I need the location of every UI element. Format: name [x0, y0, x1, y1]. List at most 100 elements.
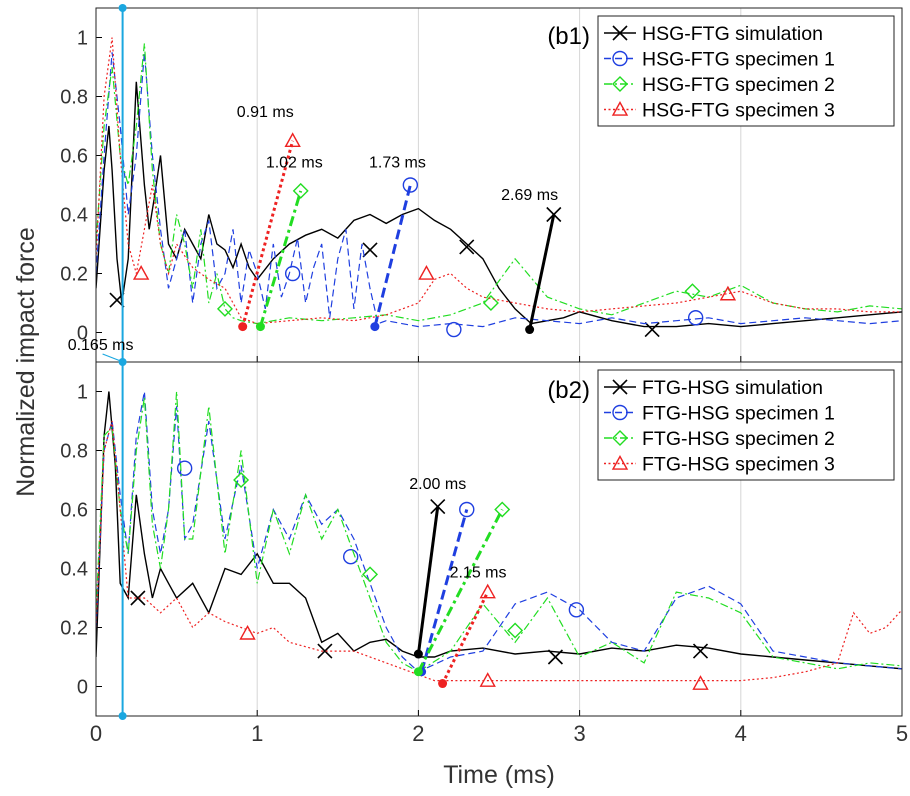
y-tick-label: 0.8 [60, 87, 88, 109]
annotation-marker [292, 182, 309, 199]
annotation-marker [479, 583, 496, 599]
legend-label: HSG-FTG specimen 1 [642, 49, 835, 71]
annotation-dot [255, 322, 265, 332]
legend-label: FTG-HSG specimen 3 [642, 454, 835, 476]
series-marker-2 [687, 310, 704, 326]
plot-content [96, 37, 902, 338]
series-line-2 [96, 52, 902, 328]
annotation-3 [413, 501, 511, 677]
annotation-marker [494, 501, 511, 518]
annotation-4: 2.15 ms [438, 564, 507, 689]
annotation-label: 2.15 ms [450, 564, 507, 581]
series-marker-1-b [362, 242, 378, 258]
series-marker-1 [130, 590, 146, 606]
series-marker-3 [507, 622, 524, 639]
y-tick-label: 0.4 [60, 205, 88, 227]
annotation-line [417, 508, 504, 673]
annotation-label: 2.69 ms [501, 187, 558, 204]
y-tick-label: 1 [77, 28, 88, 50]
series-marker-4 [719, 285, 737, 301]
series-marker-1-b [130, 590, 146, 606]
annotation-marker [402, 177, 419, 193]
plot-content [96, 391, 902, 690]
annotation-3: 1.73 ms [369, 154, 426, 332]
series-marker-3 [216, 300, 233, 317]
cursor-leader [102, 353, 121, 362]
series-marker-4 [692, 675, 709, 690]
series-line-2 [96, 391, 902, 673]
legend-swatch-marker [612, 379, 628, 395]
legend-label: HSG-FTG simulation [642, 23, 823, 45]
series-line-1 [96, 391, 902, 670]
series-marker-1 [459, 239, 475, 255]
legend-swatch-marker [611, 101, 629, 116]
annotation-1: 0.91 ms [237, 104, 301, 332]
legend-box [597, 15, 895, 127]
annotation-marker [284, 132, 301, 148]
annotation-line [258, 190, 303, 328]
y-tick-label: 0.8 [60, 441, 88, 463]
legend-label: FTG-HSG specimen 2 [642, 428, 835, 450]
series-marker-1 [547, 649, 563, 665]
series-marker-2 [284, 265, 301, 282]
y-tick-label: 0.4 [60, 559, 88, 581]
y-tick-label: 0 [77, 323, 88, 345]
annotation-line [441, 591, 490, 685]
annotation-dot [413, 649, 423, 659]
annotation-line [420, 509, 469, 673]
legend-label: HSG-FTG specimen 2 [642, 74, 835, 96]
annotation-dot [525, 325, 535, 335]
annotation-1: 2.00 ms [409, 476, 466, 659]
series-marker-4 [132, 265, 150, 280]
annotation-dot [438, 679, 448, 689]
annotation-marker [459, 501, 475, 518]
legend: HSG-FTG simulation HSG-FTG specimen 1 HSG-… [597, 15, 895, 127]
legend-swatch-marker-b [612, 379, 628, 395]
series-line-4 [96, 37, 902, 325]
y-tick-label: 0.2 [60, 264, 88, 286]
legend-swatch-marker-b [612, 25, 628, 41]
annotation-label: 1.02 ms [266, 154, 323, 171]
legend-swatch-marker [612, 50, 628, 67]
series-marker-4 [418, 265, 435, 280]
annotation-line [528, 214, 556, 330]
cursor-dot [118, 712, 127, 720]
annotation-line [416, 506, 440, 655]
panel-2: 0 1 2 3 4 5 0 0.2 0.4 0.6 0.8 1 2.00 ms 2.15 ms FTG-HS… [60, 361, 908, 746]
annotation-label: 2.00 ms [409, 476, 466, 493]
series-marker-1 [692, 643, 709, 659]
series-marker-3 [362, 566, 379, 583]
y-tick-label: 0.6 [60, 146, 88, 168]
y-axis-label: Normalized impact force [12, 227, 40, 497]
series-line-1 [96, 81, 902, 328]
annotation-marker [546, 206, 562, 223]
series-marker-3 [233, 472, 250, 488]
annotation-dot [238, 322, 248, 332]
series-marker-1 [362, 242, 378, 258]
annotation-4: 2.69 ms [501, 187, 562, 335]
y-tick-label: 0.6 [60, 500, 88, 522]
x-tick-label: 4 [735, 721, 747, 746]
series-marker-2 [176, 460, 193, 476]
annotation-dot [370, 322, 380, 332]
x-tick-label: 5 [896, 721, 908, 746]
annotation-2: 1.02 ms [255, 154, 323, 332]
annotation-dot [413, 667, 423, 677]
panel-label: (b1) [547, 23, 590, 50]
panel-1: 0 0.2 0.4 0.6 0.8 1 0.91 ms 1.02 ms 1.73 ms 2.69 … [60, 7, 903, 363]
series-marker-1-b [644, 321, 660, 338]
x-tick-label: 2 [412, 721, 424, 746]
legend-label: HSG-FTG specimen 3 [642, 100, 835, 122]
cursor-dot [118, 4, 127, 12]
series-marker-3 [684, 283, 701, 300]
series-marker-1-b [692, 643, 709, 659]
series-marker-1-b [459, 239, 475, 255]
x-tick-label: 0 [90, 721, 102, 746]
y-tick-label: 1 [77, 382, 88, 404]
cursor-label: 0.165 ms [68, 337, 134, 354]
series-marker-1 [317, 643, 333, 659]
legend-swatch-marker [611, 455, 629, 470]
series-line-3 [96, 391, 902, 673]
series-marker-3 [482, 295, 499, 311]
